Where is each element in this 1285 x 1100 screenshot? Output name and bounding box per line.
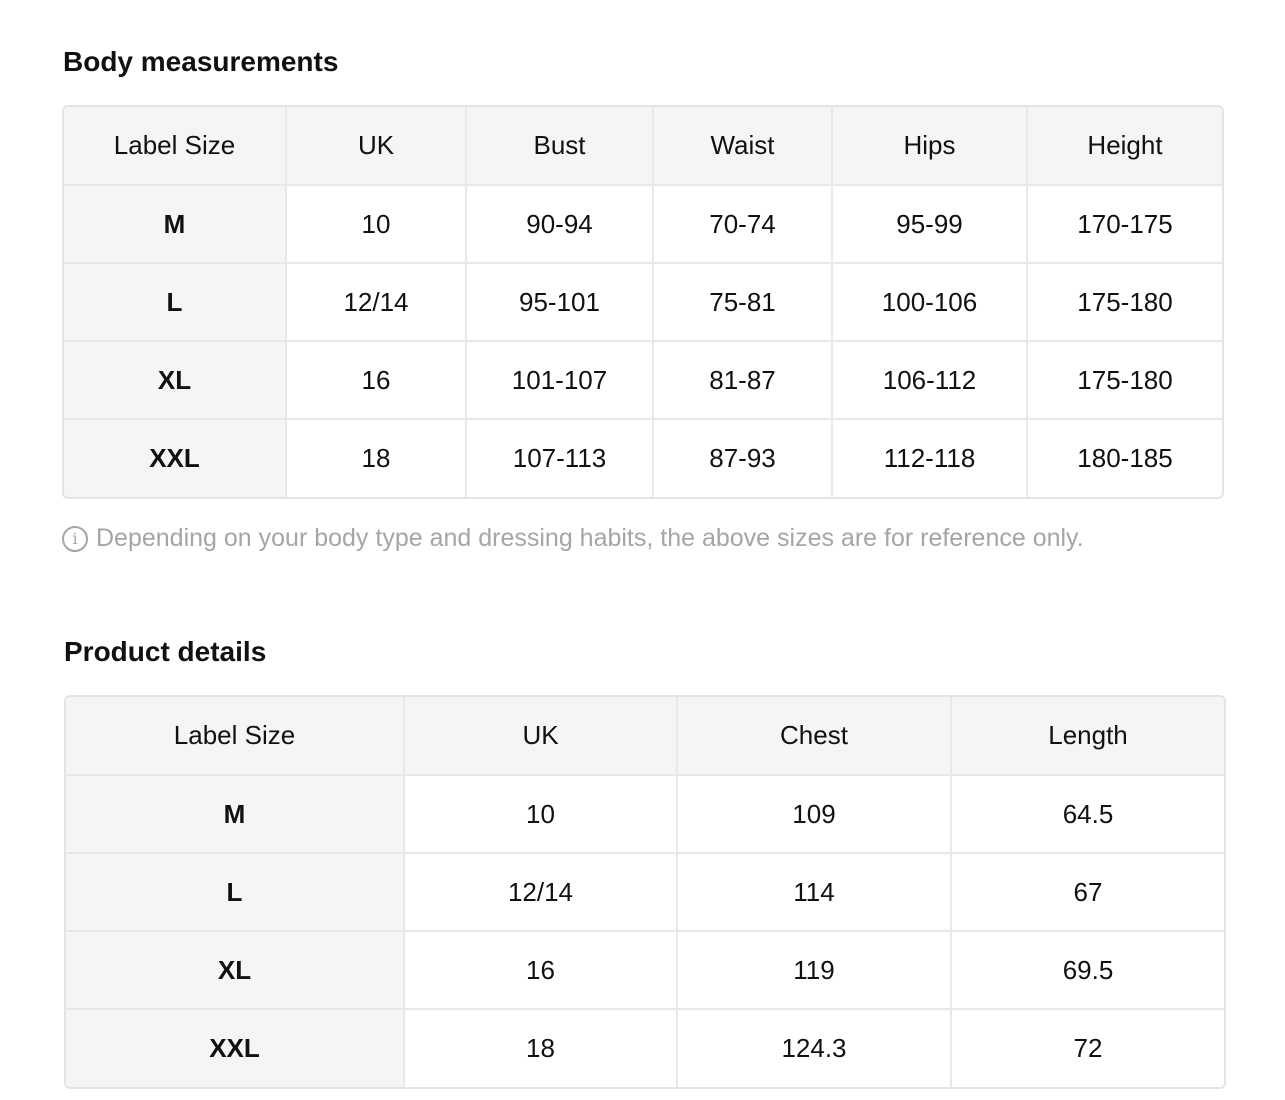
table-cell: 10: [404, 775, 678, 854]
table-row: L 12/14 114 67: [66, 853, 1224, 932]
table-cell: 124.3: [677, 1009, 952, 1087]
table-cell: 75-81: [653, 263, 833, 342]
column-header: Label Size: [64, 107, 287, 186]
column-header: Length: [951, 697, 1224, 776]
reference-note-text: Depending on your body type and dressing…: [96, 524, 1084, 552]
table-cell: 95-99: [832, 185, 1028, 264]
table-cell: 119: [677, 931, 952, 1010]
table-cell: 106-112: [832, 341, 1028, 420]
column-header: Waist: [653, 107, 833, 186]
table-cell: 18: [404, 1009, 678, 1087]
size-label-cell: L: [66, 853, 405, 932]
column-header: UK: [404, 697, 678, 776]
column-header: Height: [1027, 107, 1222, 186]
table-cell: 81-87: [653, 341, 833, 420]
table-row: M 10 90-94 70-74 95-99 170-175: [64, 185, 1222, 264]
size-label-cell: M: [64, 185, 287, 264]
table-cell: 67: [951, 853, 1224, 932]
table-cell: 100-106: [832, 263, 1028, 342]
column-header: Chest: [677, 697, 952, 776]
body-measurements-title: Body measurements: [63, 46, 339, 77]
product-details-title: Product details: [64, 636, 267, 667]
table-cell: 109: [677, 775, 952, 854]
table-row: XL 16 101-107 81-87 106-112 175-180: [64, 341, 1222, 420]
table-cell: 64.5: [951, 775, 1224, 854]
size-label-cell: XL: [64, 341, 287, 420]
table-cell: 12/14: [404, 853, 678, 932]
table-cell: 10: [286, 185, 467, 264]
table-cell: 95-101: [466, 263, 654, 342]
table-cell: 16: [286, 341, 467, 420]
table-row: XL 16 119 69.5: [66, 931, 1224, 1010]
table-cell: 114: [677, 853, 952, 932]
table-cell: 90-94: [466, 185, 654, 264]
table-cell: 16: [404, 931, 678, 1010]
table-cell: 180-185: [1077, 443, 1173, 473]
table-cell: 112-118: [832, 419, 1028, 497]
body-measurements-table: Label Size UK Bust Waist Hips Height M 10 90-94 7…: [62, 105, 1224, 499]
table-cell: 12/14: [286, 263, 467, 342]
column-header: Hips: [832, 107, 1028, 186]
reference-note: i Depending on your body type and dressi…: [62, 524, 1084, 553]
table-cell: 101-107: [466, 341, 654, 420]
info-icon: i: [62, 525, 88, 552]
table-cell: 69.5: [951, 931, 1224, 1010]
product-details-table: Label Size UK Chest Length M 10 109 64.5 L 12/14 1…: [64, 695, 1226, 1089]
size-label-cell: XXL: [64, 419, 287, 497]
table-cell: 18: [286, 419, 467, 497]
table-cell: 175-180: [1027, 263, 1222, 342]
table-cell: 107-113: [466, 419, 654, 497]
table-cell: 87-93: [653, 419, 833, 497]
table-row: XXL 18 107-113 87-93 112-118 180-185: [64, 419, 1222, 497]
size-label-cell: M: [66, 775, 405, 854]
size-label-cell: XXL: [66, 1009, 405, 1087]
table-row: M 10 109 64.5: [66, 775, 1224, 854]
column-header: Bust: [466, 107, 654, 186]
column-header: Label Size: [66, 697, 405, 776]
table-cell: 72: [1073, 1033, 1103, 1063]
size-label-cell: XL: [66, 931, 405, 1010]
table-cell: 70-74: [653, 185, 833, 264]
column-header: UK: [286, 107, 467, 186]
table-row: L 12/14 95-101 75-81 100-106 175-180: [64, 263, 1222, 342]
table-cell: 170-175: [1027, 185, 1222, 264]
table-cell: 175-180: [1027, 341, 1222, 420]
size-label-cell: L: [64, 263, 287, 342]
table-row: XXL 18 124.3 72: [66, 1009, 1224, 1087]
